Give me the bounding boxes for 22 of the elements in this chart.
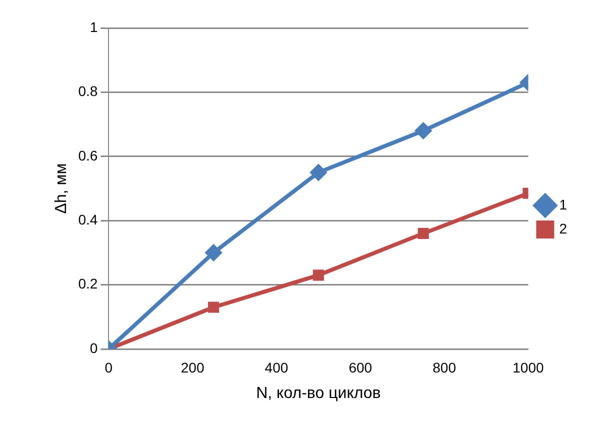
x-axis-title: N, кол-во циклов [256, 384, 381, 402]
point [208, 302, 220, 313]
legend-label: 2 [559, 220, 568, 236]
point [310, 164, 326, 180]
x-tick-label: 400 [264, 359, 288, 376]
y-tick-label: 0.6 [78, 147, 98, 164]
y-axis-title: Δh, мм [53, 163, 70, 214]
y-tick-label: 0.4 [78, 211, 98, 228]
point [312, 270, 324, 281]
point [415, 122, 432, 139]
x-tick-label: 600 [348, 359, 372, 376]
x-tick-label: 200 [180, 359, 204, 376]
x-tick-label: 800 [432, 359, 456, 376]
point [206, 244, 222, 261]
x-tick-label: 0 [104, 359, 113, 376]
legend-label: 1 [559, 196, 568, 212]
y-tick-label: 1 [90, 18, 98, 35]
point [418, 228, 429, 239]
x-tick-label: 1000 [512, 359, 544, 376]
y-tick-label: 0 [90, 340, 98, 356]
y-tick-label: 0.2 [78, 276, 98, 292]
y-tick-label: 0.8 [78, 83, 98, 100]
